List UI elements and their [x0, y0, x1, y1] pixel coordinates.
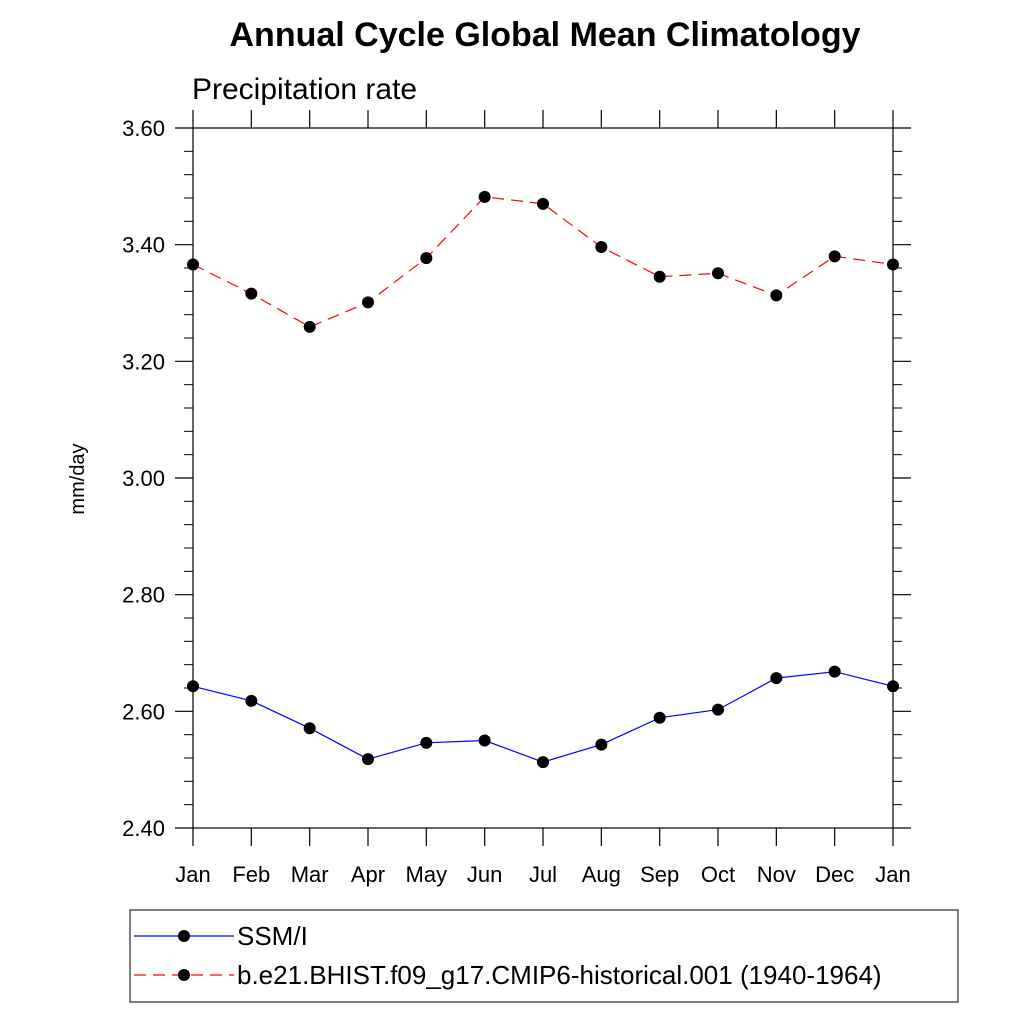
y-tick-label: 3.40 [122, 233, 165, 258]
x-tick-label: Jan [875, 862, 910, 887]
y-tick-label: 2.60 [122, 699, 165, 724]
series-0-point [420, 736, 433, 749]
x-tick-label: Mar [291, 862, 329, 887]
legend-box [129, 909, 959, 1003]
series-1-point [595, 241, 608, 253]
chart-subtitle: Precipitation rate [192, 73, 417, 106]
series-layer [187, 190, 899, 769]
x-tick-label: May [406, 862, 448, 887]
series-0-point [245, 694, 258, 707]
x-tick-label: Feb [232, 862, 270, 887]
y-tick-label: 3.60 [122, 116, 165, 141]
y-tick-label: 3.20 [122, 349, 165, 374]
y-axis-label: mm/day [67, 443, 89, 514]
series-line-1 [192, 196, 894, 328]
x-axis: Jan Feb Mar Apr May Jun Jul Aug Sep Oct Nov Dec Jan [175, 110, 911, 887]
series-0-point [303, 722, 316, 735]
series-0-point [887, 680, 899, 693]
series-0-point [478, 734, 491, 747]
series-0-point [712, 703, 724, 716]
series-1-point [828, 250, 841, 263]
x-tick-label: Dec [815, 862, 854, 887]
series-0-point [537, 756, 549, 769]
series-1-point [362, 296, 374, 309]
y-tick-label: 2.40 [122, 816, 165, 841]
x-tick-label: Sep [640, 862, 679, 887]
series-line-0 [192, 671, 894, 763]
series-1-point [187, 258, 199, 271]
series-1-point [478, 190, 491, 203]
y-tick-label: 2.80 [122, 583, 165, 608]
series-0-point [187, 680, 199, 693]
chart-title: Annual Cycle Global Mean Climatology [230, 16, 861, 54]
x-tick-label: Jun [467, 862, 502, 887]
x-tick-label: Oct [701, 862, 735, 887]
series-0-point [770, 672, 783, 685]
series-1-point [303, 320, 316, 333]
series-1-point [770, 289, 783, 302]
legend: SSM/I b.e21.BHIST.f09_g17.CMIP6-historica… [134, 921, 882, 990]
legend-marker-0 [178, 930, 190, 942]
series-0-point [595, 738, 608, 751]
series-0-point [653, 711, 666, 724]
series-1-point [420, 252, 433, 265]
legend-label-1: b.e21.BHIST.f09_g17.CMIP6-historical.001… [237, 960, 882, 990]
y-axis: 2.40 2.60 2.80 3.00 3.20 3.40 3.60 [122, 116, 911, 841]
series-1-point [653, 270, 666, 283]
x-tick-label: Aug [582, 862, 621, 887]
series-1-point [245, 287, 258, 300]
x-tick-label: Jul [529, 862, 557, 887]
series-0-point [828, 665, 841, 678]
x-tick-label: Jan [175, 862, 210, 887]
y-tick-label: 3.00 [122, 466, 165, 491]
series-1-point [887, 258, 899, 271]
x-tick-label: Nov [757, 862, 796, 887]
x-tick-label: Apr [351, 862, 385, 887]
series-1-point [712, 267, 724, 280]
legend-label-0: SSM/I [237, 921, 308, 951]
legend-marker-1 [178, 969, 190, 981]
series-0-point [362, 753, 374, 766]
series-1-point [537, 197, 549, 210]
